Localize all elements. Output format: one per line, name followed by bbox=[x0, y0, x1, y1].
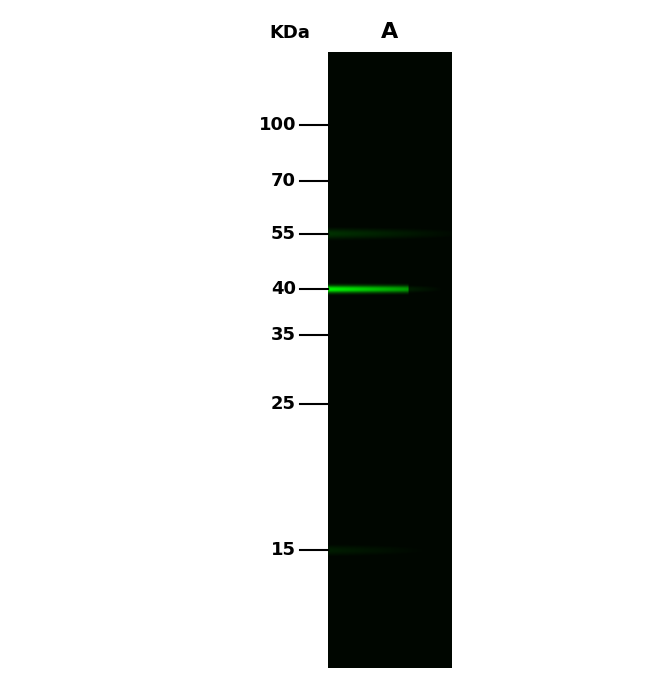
Text: 40: 40 bbox=[271, 280, 296, 298]
Text: 25: 25 bbox=[271, 395, 296, 414]
Text: KDa: KDa bbox=[269, 24, 310, 42]
Text: 100: 100 bbox=[259, 115, 296, 133]
Text: 70: 70 bbox=[271, 172, 296, 190]
Text: 55: 55 bbox=[271, 224, 296, 243]
Text: 35: 35 bbox=[271, 327, 296, 344]
Bar bbox=[328, 52, 452, 668]
Text: 15: 15 bbox=[271, 541, 296, 559]
Text: A: A bbox=[382, 22, 398, 42]
